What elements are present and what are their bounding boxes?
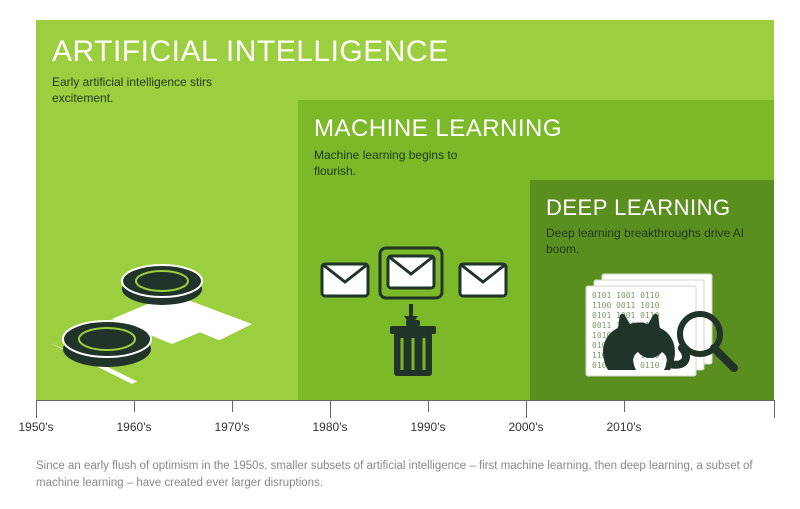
timeline-tick: [624, 400, 625, 412]
timeline-label: 1980's: [313, 420, 348, 434]
caption: Since an early flush of optimism in the …: [36, 458, 756, 491]
timeline-label: 1950's: [19, 420, 54, 434]
timeline-tick: [428, 400, 429, 412]
timeline-tick: [526, 400, 527, 418]
timeline-label: 1960's: [117, 420, 152, 434]
panel-dl-title: DEEP LEARNING: [546, 196, 774, 219]
timeline-label: 2010's: [607, 420, 642, 434]
panel-ai-title: ARTIFICIAL INTELLIGENCE: [52, 36, 774, 68]
cat-binary-icon: 0101 1001 0110 1100 0011 1010 0101 1001 …: [542, 268, 762, 388]
infographic-stage: ARTIFICIAL INTELLIGENCE Early artificial…: [36, 20, 774, 400]
timeline-label: 1990's: [411, 420, 446, 434]
timeline-tick: [134, 400, 135, 412]
timeline-axis: [36, 400, 774, 401]
spam-filter-icon: [314, 234, 514, 384]
panel-ai-subtitle: Early artificial intelligence stirs exci…: [52, 74, 232, 106]
timeline-tick: [774, 400, 775, 418]
panel-dl: DEEP LEARNING Deep learning breakthrough…: [530, 180, 774, 400]
timeline-label: 2000's: [509, 420, 544, 434]
svg-text:1100 0011 1010: 1100 0011 1010: [592, 301, 660, 310]
timeline: 1950's 1960's 1970's 1980's 1990's 2000'…: [36, 400, 774, 450]
timeline-tick: [232, 400, 233, 412]
timeline-tick: [330, 400, 331, 418]
panel-ml-title: MACHINE LEARNING: [314, 116, 774, 141]
svg-text:0101 1001 0110: 0101 1001 0110: [592, 291, 660, 300]
panel-dl-subtitle: Deep learning breakthroughs drive AI boo…: [546, 225, 746, 257]
timeline-label: 1970's: [215, 420, 250, 434]
timeline-tick: [36, 400, 37, 418]
panel-ml-subtitle: Machine learning begins to flourish.: [314, 147, 494, 179]
checkers-icon: [52, 224, 252, 384]
